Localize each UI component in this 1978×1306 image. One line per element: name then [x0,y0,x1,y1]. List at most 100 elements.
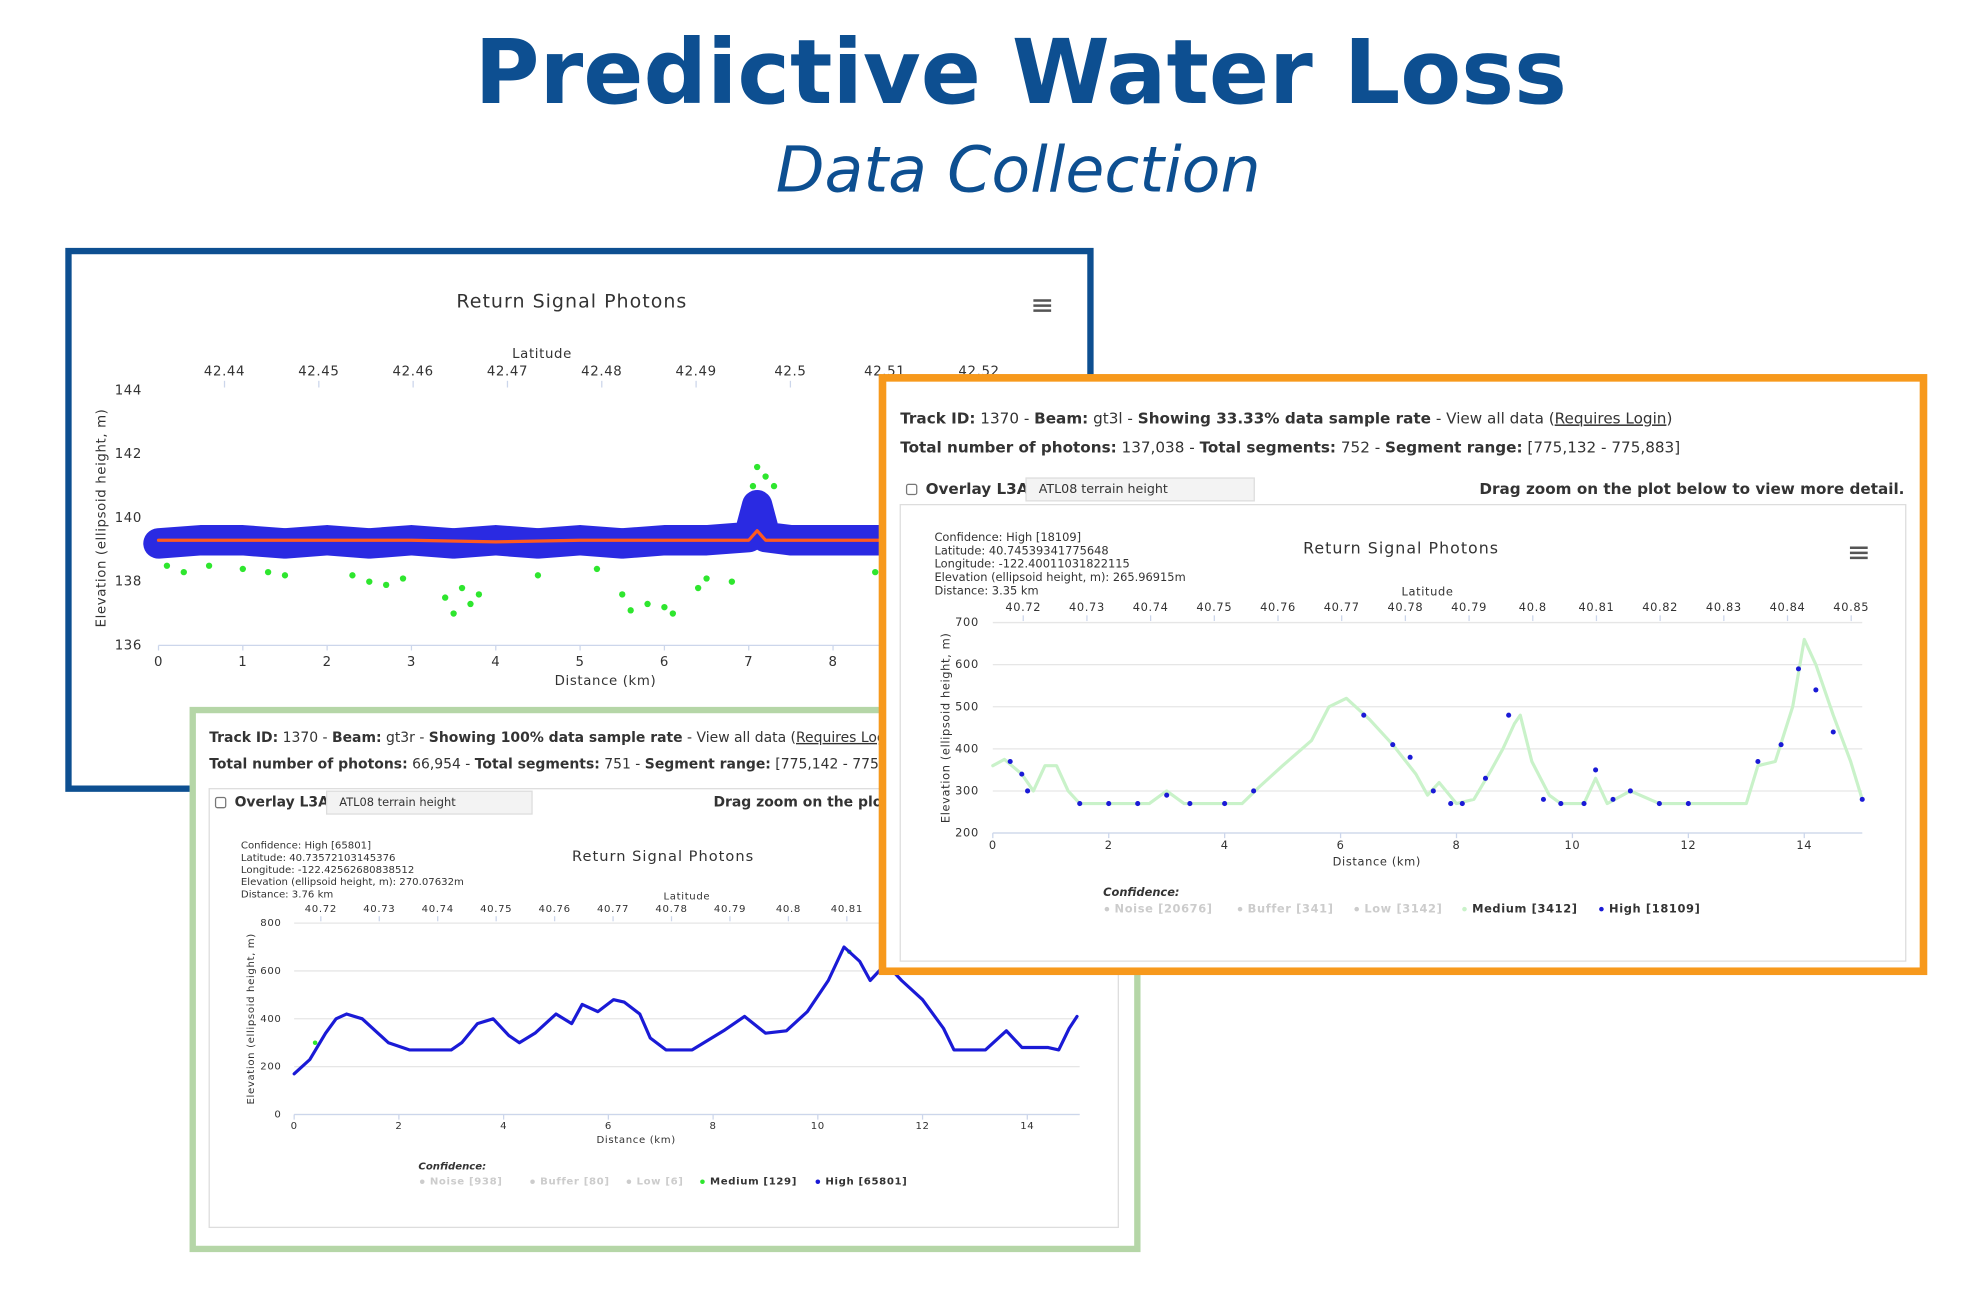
legend-entry[interactable]: Low [6] [637,1177,684,1188]
y-tick-label: 200 [260,1062,281,1073]
photon-line [156,529,1004,544]
x2-tick-label: 42.45 [298,365,339,380]
x2-tick-label: 40.76 [1260,600,1296,614]
checkbox[interactable] [905,483,918,496]
photon-point [1859,796,1865,802]
legend-marker [1237,906,1243,912]
chart-title: Return Signal Photons [1303,539,1499,558]
x2-tick-label: 42.49 [675,365,716,380]
x2-tick-label: 40.72 [305,904,337,915]
x-tick-label: 0 [291,1121,298,1132]
x-tick-label: 12 [1680,838,1696,852]
tooltip-line: Distance: 3.35 km [934,583,1038,597]
photon-point [458,584,466,592]
text-segment: Track ID: [209,730,278,746]
x2-tick-label: 40.74 [422,904,454,915]
x-tick-label: 10 [811,1121,825,1132]
photon-point [264,568,272,576]
photon-point [770,482,778,490]
y-tick-label: 400 [955,741,979,755]
legend-entry[interactable]: Low [3142] [1364,902,1442,916]
x-tick-label: 8 [828,655,837,670]
photon-point [1610,796,1616,802]
photon-point [1077,801,1083,807]
x2-tick-label: 40.79 [1451,600,1487,614]
legend-entry[interactable]: High [65801] [825,1177,907,1188]
x2-tick-label: 40.73 [1069,600,1105,614]
text-segment: ) [1666,409,1672,427]
x-tick-label: 2 [323,655,332,670]
legend-entry[interactable]: Noise [938] [430,1177,503,1188]
text-segment[interactable]: Requires Login [1555,409,1667,427]
y-tick-label: 144 [115,384,142,399]
legend-marker [815,1179,821,1185]
y-tick-label: 138 [115,575,142,590]
photon-line [991,637,1864,806]
photon-point [1581,801,1587,807]
photon-point [1430,788,1436,794]
photon-point [1685,801,1691,807]
x-tick-label: 4 [500,1121,507,1132]
legend-marker [530,1179,535,1185]
legend-entry[interactable]: Buffer [80] [540,1177,609,1188]
x-axis-title: Distance (km) [1333,855,1421,869]
x2-tick-label: 40.75 [1196,600,1232,614]
photon-point [349,572,356,579]
tooltip-line: Elevation (ellipsoid height, m): 265.969… [934,570,1185,584]
photon-point [1448,801,1454,807]
text-segment: 752 - [1336,438,1385,456]
x2-tick-label: 40.8 [1519,600,1547,614]
text-segment: Track ID: [900,409,975,427]
legend-marker [419,1179,425,1185]
y-tick-label: 800 [260,918,281,929]
y-axis-title: Elevation (ellipsoid height, m) [94,408,109,627]
text-segment[interactable]: Requires Login [796,730,898,746]
legend-entry[interactable]: Noise [20676] [1115,902,1213,916]
y-axis-title: Elevation (ellipsoid height, m) [246,933,257,1104]
y-tick-label: 142 [115,447,142,462]
text-segment: Showing 33.33% data sample rate [1138,409,1431,427]
tooltip-line: Latitude: 40.74539341775648 [934,543,1108,557]
tooltip-line: Longitude: -122.42562680838512 [241,865,414,876]
page-subtitle: Data Collection [776,132,1261,206]
photon-point [661,603,668,611]
x-tick-label: 8 [710,1121,717,1132]
legend-entry[interactable]: Medium [129] [710,1177,797,1188]
photon-point [382,581,390,589]
photon-point [872,568,879,576]
x-tick-label: 0 [154,655,163,670]
photon-point [1755,758,1761,765]
photon-point [239,565,246,573]
y-tick-label: 300 [955,783,979,797]
x-tick-label: 5 [576,655,585,670]
text-segment: Beam: [332,730,382,746]
x2-tick-label: 42.48 [581,365,622,380]
x-tick-label: 6 [660,655,669,670]
totals-line: Total number of photons: 66,954 - Total … [209,757,915,773]
text-segment: 1370 - [975,409,1034,427]
photon-point [593,565,601,573]
x2-tick-label: 40.73 [363,904,395,915]
overlay-select[interactable] [1025,477,1255,502]
text-segment: 751 - [600,757,645,773]
x2-tick-label: 40.81 [831,904,863,915]
text-segment: - View all data ( [683,730,796,746]
photon-point [669,610,677,617]
legend-entry[interactable]: Medium [3412] [1472,902,1578,916]
x-tick-label: 6 [605,1121,612,1132]
overlay-select[interactable] [325,790,533,815]
legend-entry[interactable]: Buffer [341] [1248,902,1334,916]
x-tick-label: 8 [1453,838,1461,852]
overlay-label: Overlay L3A [235,795,330,811]
x-tick-label: 3 [407,655,416,670]
track-info: Track ID: 1370 - Beam: gt3l - Showing 33… [900,409,1672,427]
legend-entry[interactable]: High [18109] [1609,902,1700,916]
x-axis-title: Distance (km) [555,674,657,689]
tooltip-line: Latitude: 40.73572103145376 [241,853,396,864]
x-tick-label: 1 [238,655,247,670]
checkbox[interactable] [214,796,227,809]
legend-title: Confidence: [418,1162,486,1173]
photon-point [1007,758,1013,765]
y-tick-label: 700 [955,615,979,629]
